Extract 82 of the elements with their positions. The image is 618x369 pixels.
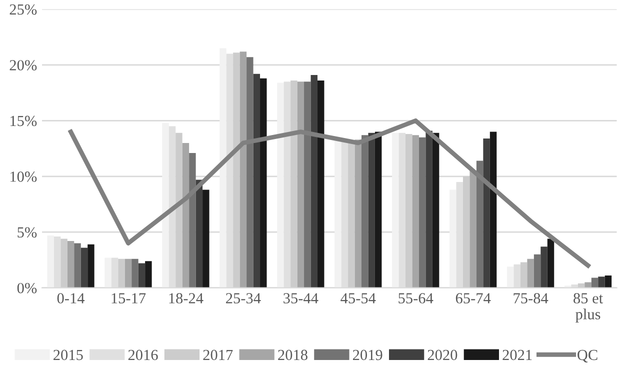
y-tick-label: 0% xyxy=(17,282,37,294)
legend-label: 2018 xyxy=(278,350,308,360)
bar xyxy=(220,48,226,288)
legend-label: 2020 xyxy=(428,350,458,360)
bar xyxy=(189,152,196,288)
legend-label: 2016 xyxy=(128,350,158,360)
bar xyxy=(132,258,138,288)
bar xyxy=(277,82,284,288)
bar xyxy=(591,278,598,288)
bar xyxy=(547,238,554,288)
bar xyxy=(202,190,210,288)
bar xyxy=(80,248,88,288)
bar xyxy=(47,235,54,288)
bar xyxy=(361,135,368,288)
y-tick-label: 10% xyxy=(10,172,37,182)
bar xyxy=(354,140,362,288)
bar xyxy=(118,258,125,288)
bar xyxy=(233,52,240,288)
bar xyxy=(253,74,260,288)
x-tick-label: 0-14 xyxy=(57,293,85,304)
bar xyxy=(520,262,528,288)
bar xyxy=(334,140,342,288)
bar xyxy=(483,138,490,288)
legend-label: 2017 xyxy=(203,350,233,360)
legend-label: QC xyxy=(578,350,598,362)
bar xyxy=(598,276,605,288)
legend-label: 2021 xyxy=(502,350,532,360)
bar xyxy=(67,241,74,288)
bar xyxy=(368,132,375,288)
x-tick-label: 85 et plus xyxy=(574,293,603,323)
bar xyxy=(88,244,94,288)
bar xyxy=(392,132,399,288)
bar xyxy=(74,243,81,288)
x-tick-label: 65-74 xyxy=(456,293,491,304)
legend-label: 2015 xyxy=(54,350,83,360)
x-tick-label: 45-54 xyxy=(340,293,376,304)
bar xyxy=(317,80,324,288)
bar xyxy=(426,130,432,288)
bar xyxy=(145,261,152,288)
bar xyxy=(462,176,470,288)
bar xyxy=(124,258,132,288)
bar xyxy=(60,238,68,288)
bar xyxy=(104,258,112,288)
bar xyxy=(418,137,426,288)
x-tick-label: 55-64 xyxy=(398,293,434,304)
bar xyxy=(240,52,247,288)
line-series xyxy=(68,118,590,268)
bar xyxy=(304,82,311,288)
bar xyxy=(162,122,169,288)
x-tick-label: 35-44 xyxy=(284,293,318,304)
bar xyxy=(506,266,514,288)
bar xyxy=(450,190,456,288)
bar xyxy=(432,132,440,288)
bar xyxy=(260,78,267,288)
bar xyxy=(534,254,541,288)
bar xyxy=(584,282,592,288)
bar xyxy=(527,258,534,288)
bar xyxy=(470,170,476,288)
y-tick-label: 15% xyxy=(10,116,37,126)
bar xyxy=(246,57,254,288)
legend-label: 2019 xyxy=(352,350,382,360)
bar xyxy=(176,132,182,288)
bar xyxy=(476,160,484,288)
x-tick-label: 18-24 xyxy=(169,293,204,304)
bar xyxy=(540,246,548,288)
y-tick-label: 20% xyxy=(10,60,37,70)
bar xyxy=(604,276,612,288)
bar xyxy=(490,132,497,288)
bar xyxy=(406,134,412,288)
bar xyxy=(196,180,203,288)
y-tick-label: 25% xyxy=(10,4,37,15)
y-tick-label: 5% xyxy=(18,227,37,238)
x-tick-label: 75-84 xyxy=(514,293,548,304)
bar xyxy=(182,142,190,288)
bar xyxy=(138,263,146,288)
bar xyxy=(310,74,318,288)
bar xyxy=(297,82,304,288)
bar xyxy=(374,132,382,288)
x-tick-label: 25-34 xyxy=(226,293,261,304)
bar xyxy=(290,80,298,288)
x-tick-label: 15-17 xyxy=(112,293,146,304)
bar xyxy=(412,135,419,288)
